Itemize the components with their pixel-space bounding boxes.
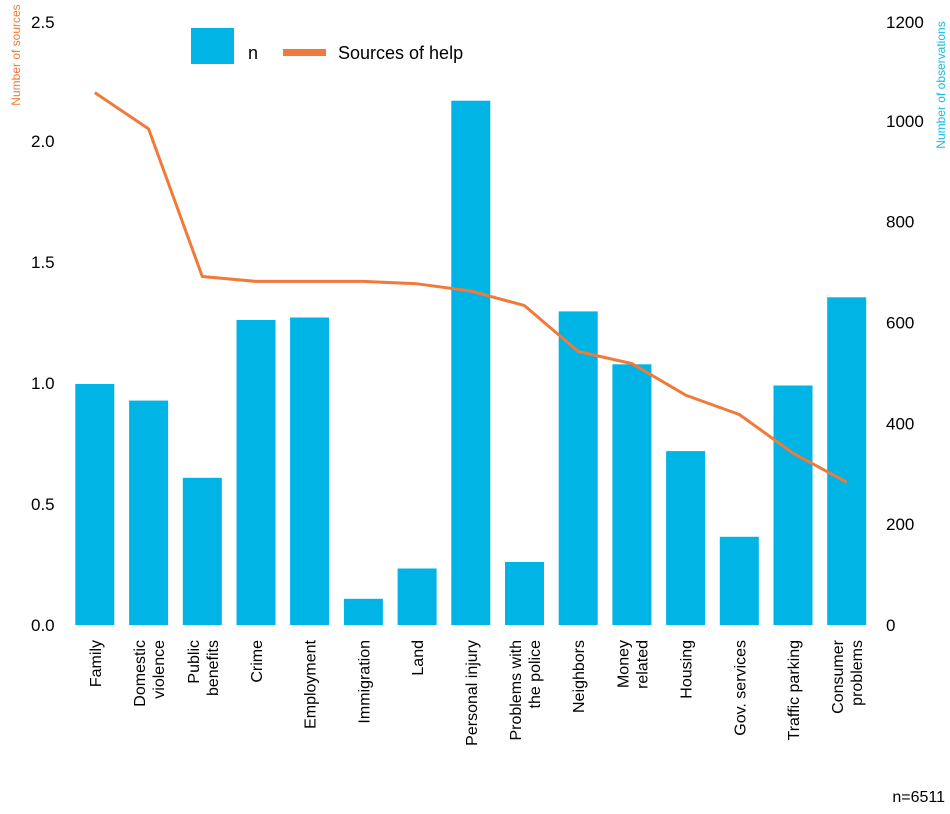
category-label: Personal injury: [464, 640, 481, 746]
bar-5: [344, 599, 383, 625]
category-label: Problems with: [508, 640, 525, 740]
category-label: Money: [615, 640, 632, 688]
y-left-tick-label: 2.0: [31, 132, 55, 151]
y-right-tick-label: 600: [886, 314, 914, 333]
category-label: Crime: [249, 640, 266, 683]
y-left-tick-label: 2.5: [31, 13, 55, 32]
category-label: problems: [849, 640, 866, 706]
y-left-axis-title: Number of sources: [9, 4, 23, 105]
bar-11: [666, 451, 705, 625]
bar-4: [290, 318, 329, 626]
category-label: Employment: [303, 639, 320, 728]
bar-12: [720, 537, 759, 625]
legend-swatch-n: [191, 28, 234, 64]
y-right-tick-label: 0: [886, 616, 895, 635]
category-label: Consumer: [830, 639, 847, 713]
category-label: violence: [151, 640, 168, 699]
category-label: benefits: [205, 640, 222, 696]
y-right-tick-label: 1000: [886, 112, 924, 131]
category-label: Land: [410, 640, 427, 676]
legend-label-sources: Sources of help: [338, 43, 463, 63]
y-left-tick-label: 0.0: [31, 616, 55, 635]
bar-1: [129, 401, 168, 625]
category-label: Family: [88, 640, 105, 687]
y-right-tick-label: 1200: [886, 13, 924, 32]
bar-8: [505, 562, 544, 625]
bar-6: [398, 569, 437, 626]
category-label: Traffic parking: [786, 640, 803, 740]
category-label: Housing: [679, 640, 696, 699]
category-label: Gov. services: [732, 640, 749, 736]
bar-10: [612, 364, 651, 625]
category-label: Immigration: [356, 640, 373, 724]
legend-label-n: n: [248, 43, 258, 63]
category-label: Neighbors: [571, 640, 588, 713]
y-left-tick-label: 1.5: [31, 253, 55, 272]
bar-9: [559, 311, 598, 625]
legend-swatch-sources: [283, 49, 326, 56]
bar-7: [451, 101, 490, 625]
sample-size-note: n=6511: [892, 789, 945, 806]
category-label: the police: [527, 640, 544, 709]
y-right-tick-label: 200: [886, 515, 914, 534]
bar-2: [183, 478, 222, 625]
bar-3: [237, 320, 276, 625]
y-right-axis-title: Number of observations: [934, 21, 948, 148]
category-label: related: [634, 640, 651, 689]
category-label: Public: [186, 640, 203, 684]
category-label: Domestic: [132, 640, 149, 707]
bar-13: [774, 386, 813, 626]
y-right-tick-label: 800: [886, 213, 914, 232]
y-left-tick-label: 1.0: [31, 374, 55, 393]
y-left-tick-label: 0.5: [31, 495, 55, 514]
bar-0: [75, 384, 114, 625]
bar-14: [827, 297, 866, 625]
y-right-tick-label: 400: [886, 414, 914, 433]
